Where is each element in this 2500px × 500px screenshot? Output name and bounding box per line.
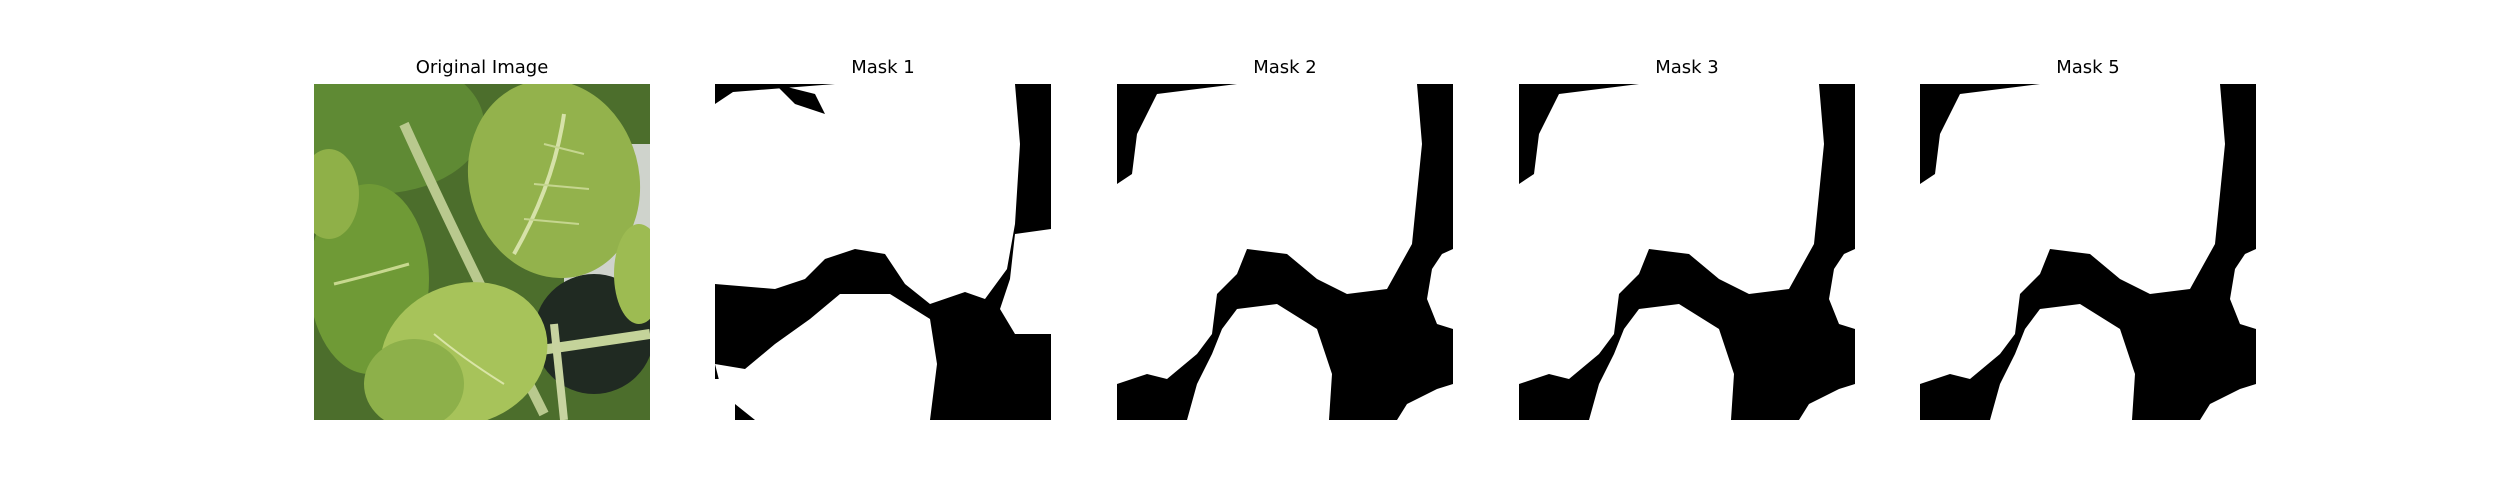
panel-title: Mask 5 <box>2056 57 2120 78</box>
mask-1-image <box>715 84 1051 420</box>
mask-2-image <box>1117 84 1453 420</box>
panel-title: Original Image <box>415 57 549 78</box>
mask-3-image <box>1519 84 1855 420</box>
panel-title: Mask 3 <box>1655 57 1719 78</box>
panel-title: Mask 2 <box>1253 57 1317 78</box>
mask-5-image <box>1920 84 2256 420</box>
panel-title: Mask 1 <box>851 57 915 78</box>
original-image <box>314 84 650 420</box>
